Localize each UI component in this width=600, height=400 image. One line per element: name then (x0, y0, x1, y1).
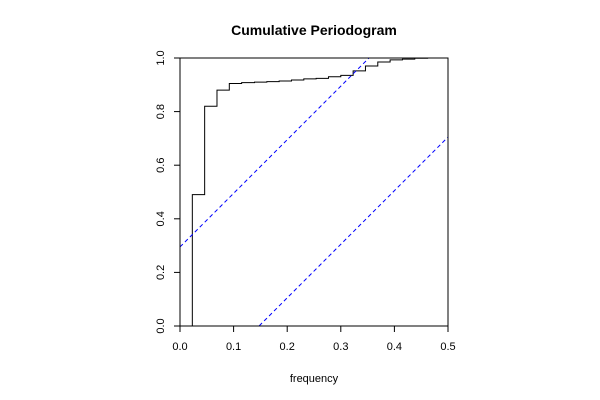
x-axis: 0.0 0.1 0.2 0.3 0.4 0.5 (172, 326, 456, 353)
y-axis: 0.0 0.2 0.4 0.6 0.8 1.0 (155, 50, 180, 334)
x-tick-label-4: 0.4 (387, 341, 402, 353)
y-tick-label-0: 0.0 (155, 318, 167, 333)
x-tick-label-1: 0.1 (226, 341, 241, 353)
plot-frame (179, 57, 449, 327)
x-axis-label: frequency (290, 373, 339, 385)
x-tick-label-3: 0.3 (333, 341, 348, 353)
cumulative-periodogram-line (191, 58, 448, 326)
y-tick-label-5: 1.0 (155, 50, 167, 65)
y-tick-label-4: 0.8 (155, 104, 167, 119)
x-tick-label-5: 0.5 (440, 341, 455, 353)
upper-confidence-band-line (180, 58, 370, 248)
lower-confidence-band-line (258, 136, 448, 326)
y-tick-label-2: 0.4 (155, 211, 167, 226)
x-tick-label-0: 0.0 (172, 341, 187, 353)
y-tick-label-3: 0.6 (155, 158, 167, 173)
chart-title: Cumulative Periodogram (231, 22, 397, 38)
y-tick-label-1: 0.2 (155, 265, 167, 280)
series-layer (180, 58, 448, 326)
x-tick-label-2: 0.2 (280, 341, 295, 353)
